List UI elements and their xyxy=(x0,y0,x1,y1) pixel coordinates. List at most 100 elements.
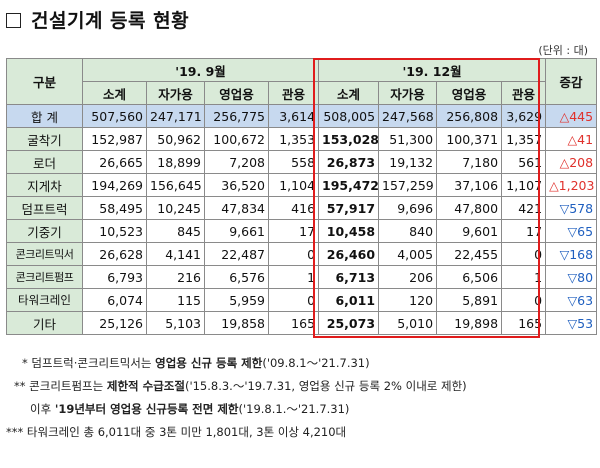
row-label: 타워크레인 xyxy=(6,288,83,312)
sep-government-cell: 17 xyxy=(267,219,320,243)
row-label: 콘크리트믹서 xyxy=(6,242,83,266)
sep-subtotal-cell: 25,126 xyxy=(82,311,147,335)
footnote-4: *** 타워크레인 총 6,011대 중 3톤 미만 1,801대, 3톤 이상… xyxy=(6,425,347,439)
dec-commercial-cell: 7,180 xyxy=(436,150,503,174)
dec-government-cell: 0 xyxy=(501,242,547,266)
sep-commercial-cell: 256,775 xyxy=(204,104,269,128)
period-sep-header: '19. 9월 xyxy=(81,58,320,82)
sep-commercial-cell: 19,858 xyxy=(204,311,269,335)
table-row: 기중기 10,523 845 9,661 17 10,458 840 9,601… xyxy=(6,219,598,243)
dec-government-header: 관용 xyxy=(501,81,547,105)
dec-subtotal-cell: 508,005 xyxy=(318,104,380,128)
sep-private-cell: 247,171 xyxy=(146,104,205,128)
sep-private-cell: 115 xyxy=(146,288,205,312)
sep-commercial-cell: 47,834 xyxy=(204,196,269,220)
sep-subtotal-cell: 194,269 xyxy=(82,173,147,197)
period-dec-header: '19. 12월 xyxy=(318,58,547,82)
table-row: 굴착기 152,987 50,962 100,672 1,353 153,028… xyxy=(6,127,598,151)
sep-government-header: 관용 xyxy=(267,81,320,105)
change-cell: ▽168 xyxy=(545,242,598,266)
change-cell: ▽65 xyxy=(545,219,598,243)
dec-private-cell: 840 xyxy=(378,219,438,243)
table-row-total: 합 계 507,560 247,171 256,775 3,614 508,00… xyxy=(6,104,598,128)
sep-government-cell: 0 xyxy=(267,288,320,312)
row-label: 콘크리트펌프 xyxy=(6,265,83,289)
table-row: 콘크리트믹서 26,628 4,141 22,487 0 26,460 4,00… xyxy=(6,242,598,266)
table-row: 덤프트럭 58,495 10,245 47,834 416 57,917 9,6… xyxy=(6,196,598,220)
dec-private-cell: 5,010 xyxy=(378,311,438,335)
dec-subtotal-cell: 25,073 xyxy=(318,311,380,335)
sep-government-cell: 165 xyxy=(267,311,320,335)
dec-subtotal-header: 소계 xyxy=(318,81,380,105)
change-cell: ▽578 xyxy=(545,196,598,220)
footnote-2: ** 콘크리트펌프는 제한적 수급조절('15.8.3.～'19.7.31, 영… xyxy=(6,375,467,398)
dec-subtotal-cell: 6,011 xyxy=(318,288,380,312)
dec-commercial-cell: 256,808 xyxy=(436,104,503,128)
dec-government-cell: 3,629 xyxy=(501,104,547,128)
sep-private-cell: 216 xyxy=(146,265,205,289)
sep-government-cell: 3,614 xyxy=(267,104,320,128)
row-label: 굴착기 xyxy=(6,127,83,151)
sep-commercial-cell: 5,959 xyxy=(204,288,269,312)
change-cell: △1,203 xyxy=(545,173,598,197)
header-row-subcategories: 소계 자가용 영업용 관용 소계 자가용 영업용 관용 xyxy=(7,81,597,105)
footnote-1-emphasis: 영업용 신규 등록 제한 xyxy=(155,356,263,370)
sep-subtotal-cell: 6,793 xyxy=(82,265,147,289)
row-label: 로더 xyxy=(6,150,83,174)
table-row: 지게차 194,269 156,645 36,520 1,104 195,472… xyxy=(6,173,598,197)
dec-government-cell: 1,107 xyxy=(501,173,547,197)
table-row: 타워크레인 6,074 115 5,959 0 6,011 120 5,891 … xyxy=(6,288,598,312)
sep-commercial-header: 영업용 xyxy=(204,81,269,105)
sep-subtotal-header: 소계 xyxy=(82,81,147,105)
registration-table: 구분 '19. 9월 '19. 12월 증감 소계 자가용 영업용 관용 소계 … xyxy=(6,58,598,335)
checkbox-square-icon xyxy=(6,13,21,28)
footnotes: * 덤프트럭·콘크리트믹서는 영업용 신규 등록 제한('09.8.1～'21.… xyxy=(6,352,467,444)
footnote-3-suffix: ('19.8.1.～'21.7.31) xyxy=(238,402,350,416)
dec-government-cell: 0 xyxy=(501,288,547,312)
change-cell: △41 xyxy=(545,127,598,151)
dec-commercial-cell: 5,891 xyxy=(436,288,503,312)
dec-commercial-cell: 22,455 xyxy=(436,242,503,266)
dec-government-cell: 1 xyxy=(501,265,547,289)
dec-private-cell: 120 xyxy=(378,288,438,312)
sep-commercial-cell: 6,576 xyxy=(204,265,269,289)
footnote-1-prefix: * 덤프트럭·콘크리트믹서는 xyxy=(22,356,156,370)
change-cell: ▽80 xyxy=(545,265,598,289)
table-row: 콘크리트펌프 6,793 216 6,576 1 6,713 206 6,506… xyxy=(6,265,598,289)
change-header: 증감 xyxy=(545,58,598,105)
dec-subtotal-cell: 26,873 xyxy=(318,150,380,174)
sep-subtotal-cell: 507,560 xyxy=(82,104,147,128)
unit-label: (단위 : 대) xyxy=(538,44,588,57)
sep-private-cell: 156,645 xyxy=(146,173,205,197)
dec-private-cell: 19,132 xyxy=(378,150,438,174)
dec-private-header: 자가용 xyxy=(378,81,438,105)
footnote-2-emphasis: 제한적 수급조절 xyxy=(106,379,185,393)
sep-private-cell: 4,141 xyxy=(146,242,205,266)
title-text: 건설기계 등록 현황 xyxy=(31,10,190,32)
dec-private-cell: 206 xyxy=(378,265,438,289)
dec-subtotal-cell: 195,472 xyxy=(318,173,380,197)
sep-subtotal-cell: 58,495 xyxy=(82,196,147,220)
change-cell: △445 xyxy=(545,104,598,128)
dec-private-cell: 51,300 xyxy=(378,127,438,151)
dec-commercial-cell: 19,898 xyxy=(436,311,503,335)
dec-government-cell: 1,357 xyxy=(501,127,547,151)
dec-government-cell: 17 xyxy=(501,219,547,243)
sep-government-cell: 416 xyxy=(267,196,320,220)
dec-commercial-cell: 6,506 xyxy=(436,265,503,289)
dec-commercial-cell: 100,371 xyxy=(436,127,503,151)
sep-subtotal-cell: 26,665 xyxy=(82,150,147,174)
sep-government-cell: 558 xyxy=(267,150,320,174)
dec-subtotal-cell: 6,713 xyxy=(318,265,380,289)
row-label: 덤프트럭 xyxy=(6,196,83,220)
footnote-2-prefix: ** 콘크리트펌프는 xyxy=(14,379,107,393)
footnote-1: * 덤프트럭·콘크리트믹서는 영업용 신규 등록 제한('09.8.1～'21.… xyxy=(6,352,467,375)
footnote-3-emphasis: '19년부터 영업용 신규등록 전면 제한 xyxy=(54,402,239,416)
footnote-3-prefix: 이후 xyxy=(30,402,55,416)
sep-private-cell: 845 xyxy=(146,219,205,243)
dec-government-cell: 561 xyxy=(501,150,547,174)
row-label: 지게차 xyxy=(6,173,83,197)
change-cell: △208 xyxy=(545,150,598,174)
sep-subtotal-cell: 10,523 xyxy=(82,219,147,243)
dec-commercial-header: 영업용 xyxy=(436,81,503,105)
